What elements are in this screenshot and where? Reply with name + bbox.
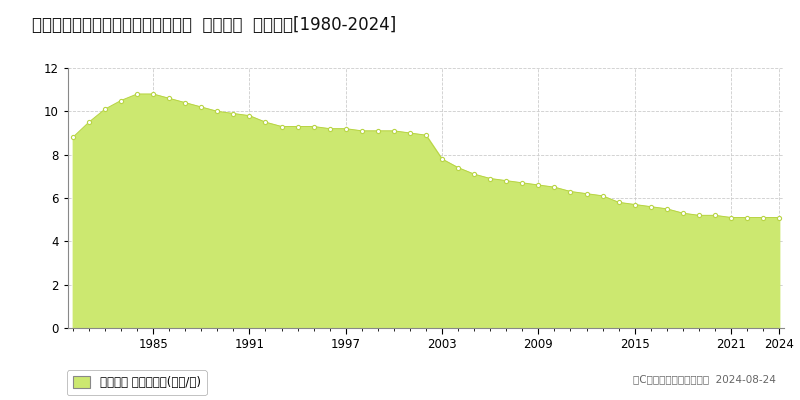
Legend: 地価公示 平均坪単価(万円/坪): 地価公示 平均坪単価(万円/坪) [66,370,206,395]
Text: （C）土地価格ドットコム  2024-08-24: （C）土地価格ドットコム 2024-08-24 [633,374,776,384]
Text: 北海道登別市常盤町１丁目３１番２  地価公示  地価推移[1980-2024]: 北海道登別市常盤町１丁目３１番２ 地価公示 地価推移[1980-2024] [32,16,396,34]
